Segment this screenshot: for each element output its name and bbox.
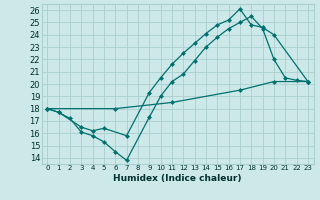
X-axis label: Humidex (Indice chaleur): Humidex (Indice chaleur) [113, 174, 242, 183]
